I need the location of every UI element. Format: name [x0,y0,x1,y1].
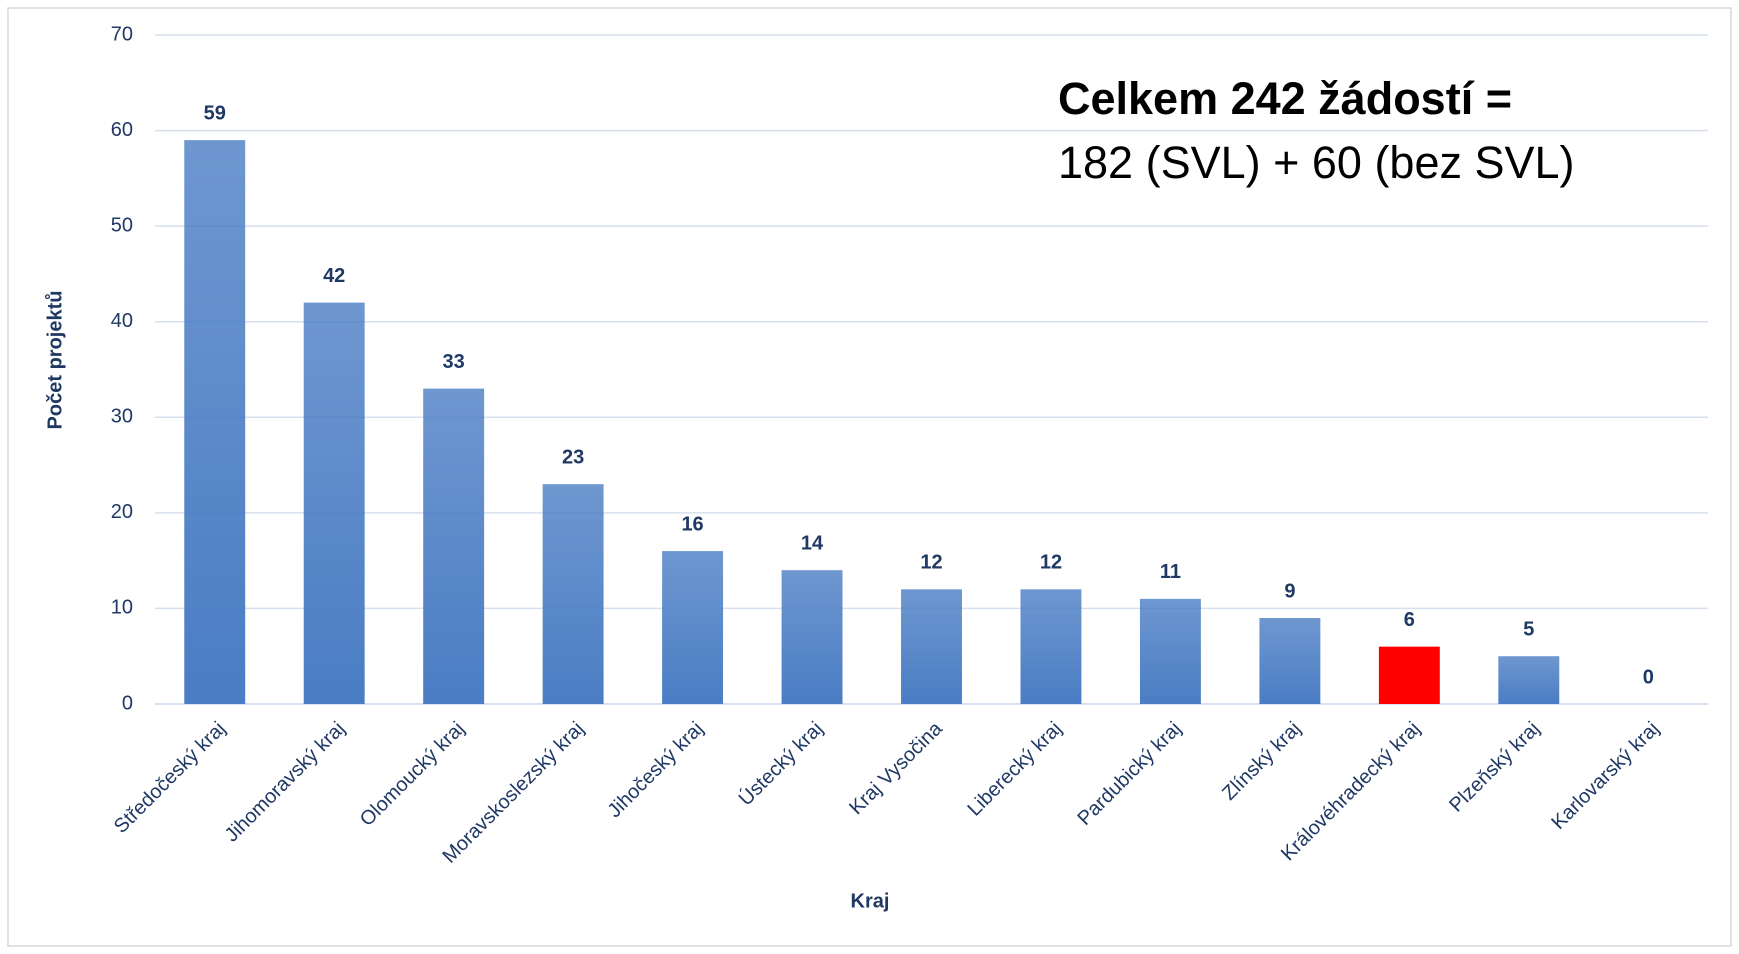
bar [1259,617,1321,704]
data-label: 16 [681,513,703,535]
data-label: 5 [1523,618,1534,640]
bar [184,140,246,705]
bar [1139,598,1201,704]
bar [662,551,724,704]
x-tick-label: Středočeský kraj [110,718,230,838]
data-label: 23 [562,446,584,468]
bar [1498,656,1560,704]
y-tick-label: 40 [111,310,133,332]
x-axis-label: Kraj [851,890,890,912]
annotation: Celkem 242 žádostí = [1058,73,1512,124]
data-label: 33 [443,351,465,373]
data-label: 6 [1404,609,1415,631]
data-label: 42 [323,265,345,287]
bar [901,589,962,704]
x-tick-label: Královéhradecký kraj [1277,718,1425,866]
x-tick-label: Jihočeský kraj [603,718,707,822]
y-tick-label: 0 [122,692,133,714]
y-tick-label: 30 [111,406,133,428]
bar [423,388,485,704]
bar [542,484,604,704]
x-tick-label: Liberecký kraj [963,718,1066,821]
data-label: 9 [1284,580,1295,602]
data-label: 12 [920,552,942,574]
bar [1020,589,1082,704]
y-tick-label: 70 [111,23,133,45]
x-tick-label: Jihomoravský kraj [221,718,350,847]
y-tick-label: 50 [111,214,133,236]
annotation: 182 (SVL) + 60 (bez SVL) [1058,137,1575,188]
x-tick-label: Olomoucký kraj [356,718,469,831]
x-tick-label: Zlínský kraj [1218,718,1305,805]
x-tick-label: Plzeňský kraj [1445,718,1544,817]
x-tick-label: Kraj Vysočina [845,717,947,819]
data-label: 0 [1643,666,1654,688]
chart-border [7,7,1732,947]
x-tick-label: Ústecký kraj [734,717,827,810]
y-tick-label: 10 [111,597,133,619]
data-label: 11 [1160,561,1181,583]
bar [781,570,843,704]
bar [303,302,365,704]
data-label: 12 [1040,552,1062,574]
bar [1378,646,1440,704]
x-tick-label: Karlovarský kraj [1547,718,1663,834]
data-label: 59 [204,102,226,124]
y-tick-label: 60 [111,119,133,141]
data-label: 14 [801,532,824,554]
x-tick-label: Pardubický kraj [1073,718,1185,830]
y-axis-label: Počet projektů [44,291,66,430]
y-tick-label: 20 [111,501,133,523]
